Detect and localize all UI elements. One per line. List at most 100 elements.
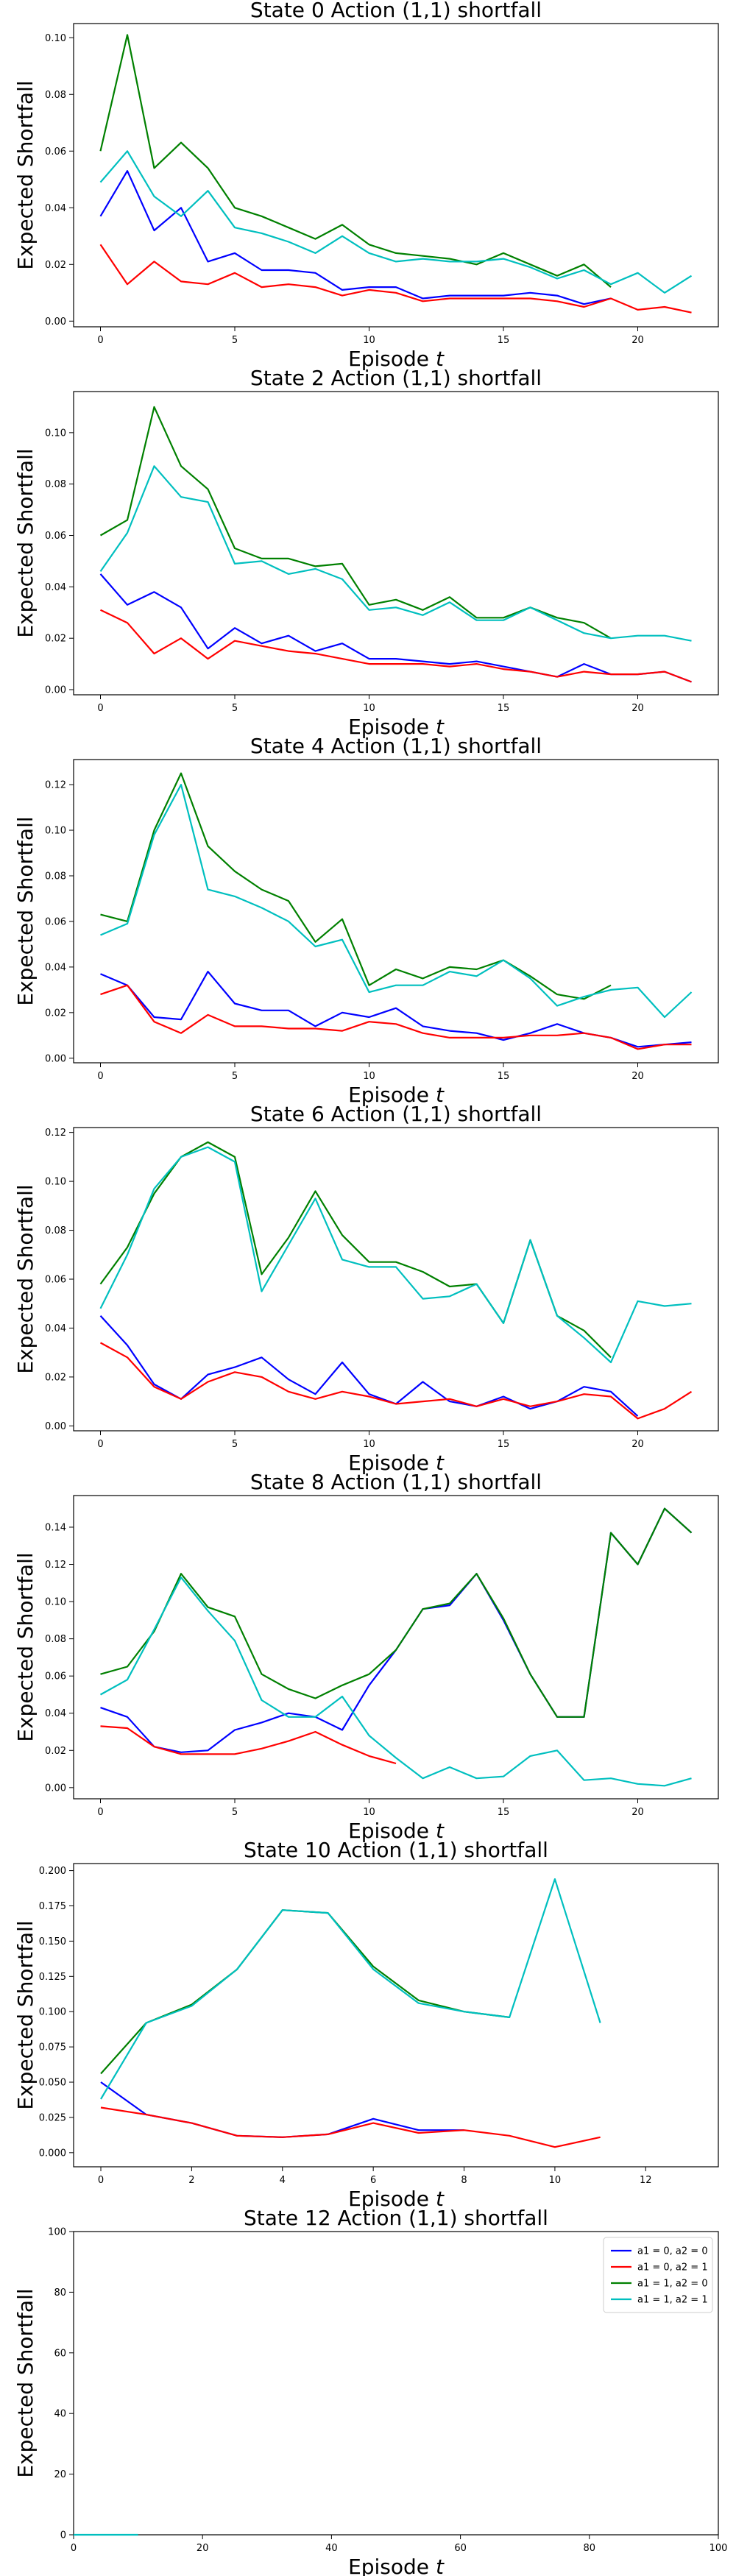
legend-label: a1 = 0, a2 = 0 bbox=[637, 2246, 708, 2257]
y-tick-label: 0.08 bbox=[45, 90, 66, 101]
x-tick-label: 80 bbox=[584, 2543, 596, 2554]
y-tick-label: 0.00 bbox=[45, 1053, 66, 1064]
series-line bbox=[99, 573, 692, 683]
chart-panel: State 8 Action (1,1) shortfall 0 5 10 15 20 0.… bbox=[13, 1470, 719, 1843]
axes-frame bbox=[73, 391, 719, 696]
x-tick-label: 10 bbox=[363, 335, 375, 346]
y-tick-label: 0.075 bbox=[39, 2042, 66, 2053]
y-tick-label: 0.02 bbox=[45, 1008, 66, 1019]
x-axis-label: Episode t bbox=[348, 1083, 445, 1107]
y-tick-label: 0.08 bbox=[45, 1634, 66, 1645]
y-tick-label: 0.02 bbox=[45, 1746, 66, 1757]
x-tick-label: 20 bbox=[631, 703, 644, 714]
y-tick-label: 100 bbox=[48, 2227, 66, 2238]
chart-panel: State 4 Action (1,1) shortfall 0 5 10 15 20 0.… bbox=[13, 734, 719, 1107]
x-tick-label: 0 bbox=[97, 1807, 103, 1818]
y-axis-label: Expected Shortfall bbox=[13, 816, 38, 1005]
y-tick-label: 0.06 bbox=[45, 1275, 66, 1286]
y-tick-label: 0.025 bbox=[39, 2112, 66, 2123]
series-line bbox=[99, 34, 612, 288]
x-tick-label: 15 bbox=[498, 1807, 510, 1818]
y-axis-label: Expected Shortfall bbox=[13, 448, 38, 637]
x-tick-label: 0 bbox=[97, 703, 103, 714]
y-tick-label: 0.02 bbox=[45, 634, 66, 645]
chart-title: State 2 Action (1,1) shortfall bbox=[250, 366, 542, 390]
y-tick-label: 0.10 bbox=[45, 826, 66, 837]
axes-frame bbox=[73, 23, 719, 328]
x-tick-label: 0 bbox=[98, 2175, 104, 2186]
x-tick-label: 20 bbox=[631, 335, 644, 346]
x-tick-label: 15 bbox=[498, 703, 510, 714]
y-tick-label: 0.04 bbox=[45, 203, 66, 214]
series-line bbox=[100, 1878, 601, 2100]
y-tick-label: 0.06 bbox=[45, 916, 66, 927]
chart-panel: State 2 Action (1,1) shortfall 0 5 10 15 20 0.… bbox=[13, 366, 719, 739]
x-tick-label: 10 bbox=[363, 1439, 375, 1450]
y-tick-label: 80 bbox=[54, 2287, 66, 2299]
x-tick-label: 5 bbox=[232, 1439, 238, 1450]
chart-panel: State 6 Action (1,1) shortfall 0 5 10 15 20 0.… bbox=[13, 1102, 719, 1475]
x-tick-label: 2 bbox=[188, 2175, 194, 2186]
y-axis-label: Expected Shortfall bbox=[13, 2288, 38, 2477]
y-tick-label: 0.12 bbox=[45, 1128, 66, 1139]
y-tick-label: 0.100 bbox=[39, 2007, 66, 2018]
y-tick-label: 60 bbox=[54, 2348, 66, 2359]
y-tick-label: 0.00 bbox=[45, 1421, 66, 1432]
chart-title: State 6 Action (1,1) shortfall bbox=[250, 1102, 542, 1126]
x-tick-label: 5 bbox=[232, 703, 238, 714]
y-tick-label: 0.08 bbox=[45, 871, 66, 882]
y-tick-label: 0.02 bbox=[45, 260, 66, 271]
x-axis-label: Episode t bbox=[348, 2187, 445, 2211]
series-line bbox=[100, 984, 692, 1050]
series-line bbox=[100, 2081, 464, 2138]
series-line bbox=[99, 170, 612, 305]
x-tick-label: 15 bbox=[498, 1071, 510, 1082]
y-tick-label: 0.04 bbox=[45, 1323, 66, 1334]
y-tick-label: 40 bbox=[54, 2409, 66, 2420]
series-line bbox=[99, 1342, 693, 1420]
y-tick-label: 0.08 bbox=[45, 479, 66, 490]
y-tick-label: 0.12 bbox=[45, 1560, 66, 1571]
axes-frame bbox=[73, 1127, 719, 1432]
series-line bbox=[100, 772, 612, 1000]
chart-title: State 10 Action (1,1) shortfall bbox=[244, 1838, 548, 1862]
x-tick-label: 20 bbox=[631, 1439, 644, 1450]
y-tick-label: 0.10 bbox=[45, 1177, 66, 1188]
chart-panel: State 0 Action (1,1) shortfall 0 5 10 15 20 0.… bbox=[13, 0, 719, 371]
series-line bbox=[100, 609, 692, 683]
x-tick-label: 10 bbox=[363, 1071, 375, 1082]
x-tick-label: 60 bbox=[454, 2543, 467, 2554]
axes-frame bbox=[73, 1863, 719, 2168]
axes-frame bbox=[73, 1495, 719, 1800]
y-tick-label: 20 bbox=[54, 2469, 66, 2480]
chart-title: State 12 Action (1,1) shortfall bbox=[244, 2206, 548, 2230]
y-tick-label: 0.04 bbox=[45, 582, 66, 593]
axes-frame bbox=[73, 2231, 719, 2536]
x-axis-label: Episode t bbox=[348, 1819, 445, 1843]
y-axis-label: Expected Shortfall bbox=[13, 1184, 38, 1373]
y-tick-label: 0.08 bbox=[45, 1225, 66, 1236]
x-tick-label: 40 bbox=[325, 2543, 338, 2554]
x-tick-label: 20 bbox=[631, 1807, 644, 1818]
x-tick-label: 0 bbox=[97, 1071, 103, 1082]
y-axis-label: Expected Shortfall bbox=[13, 1920, 38, 2109]
y-tick-label: 0.06 bbox=[45, 146, 66, 158]
series-line bbox=[99, 150, 693, 294]
y-tick-label: 0.150 bbox=[39, 1936, 66, 1947]
y-tick-label: 0.00 bbox=[45, 1783, 66, 1794]
y-tick-label: 0.10 bbox=[45, 1597, 66, 1608]
series-line bbox=[100, 1507, 693, 1753]
y-tick-label: 0.050 bbox=[39, 2078, 66, 2089]
chart-panel: State 12 Action (1,1) shortfall 0 20 40 60 80… bbox=[13, 2206, 727, 2576]
series-line bbox=[100, 1507, 693, 1718]
x-tick-label: 10 bbox=[363, 703, 375, 714]
x-axis-label: Episode t bbox=[348, 2555, 445, 2576]
x-axis-label: Episode t bbox=[348, 715, 445, 739]
y-tick-label: 0.000 bbox=[39, 2148, 66, 2159]
y-tick-label: 0.125 bbox=[39, 1972, 66, 1983]
y-axis-label: Expected Shortfall bbox=[13, 1552, 38, 1741]
x-tick-label: 12 bbox=[640, 2175, 652, 2186]
series-line bbox=[99, 1146, 692, 1364]
legend-label: a1 = 1, a2 = 1 bbox=[637, 2295, 708, 2306]
